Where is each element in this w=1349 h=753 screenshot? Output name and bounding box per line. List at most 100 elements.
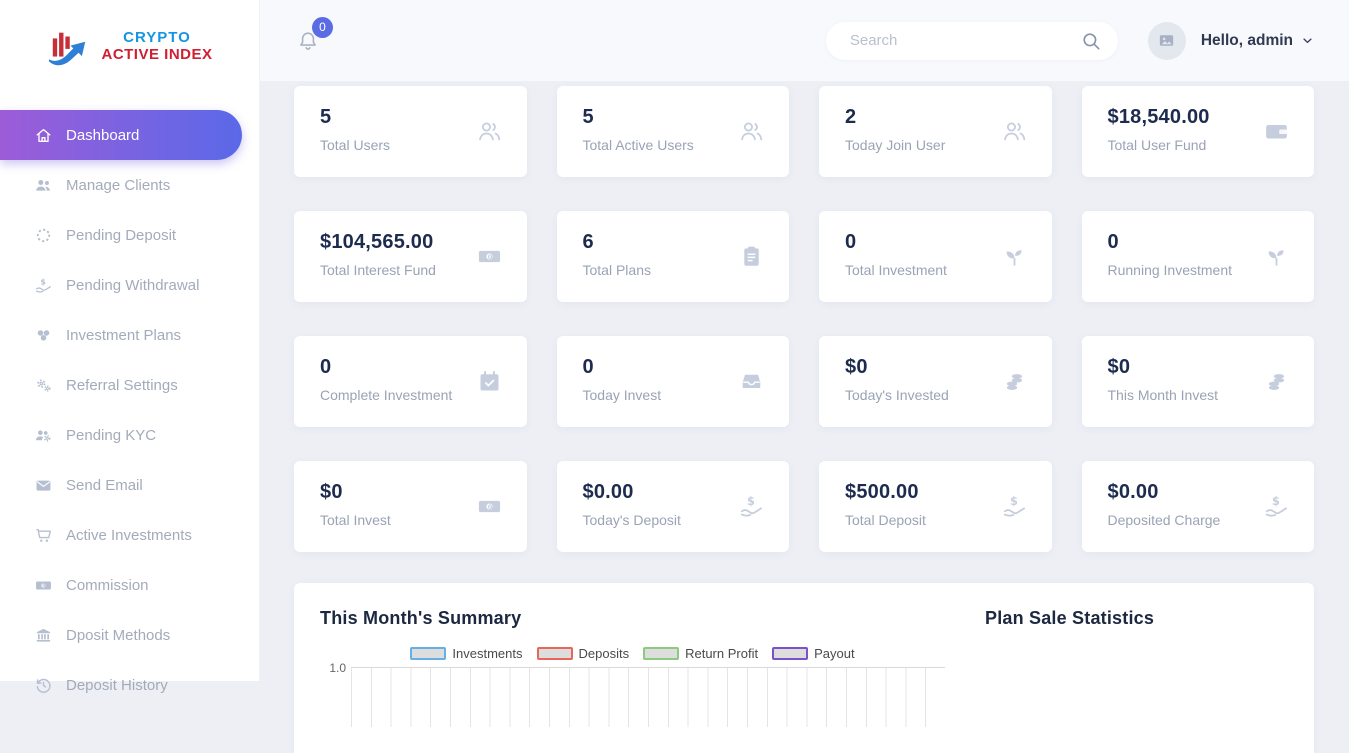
stat-card-today-join-user: 2 Today Join User bbox=[819, 86, 1052, 177]
sidebar-item-pending-withdrawal[interactable]: $ Pending Withdrawal bbox=[0, 260, 259, 310]
stat-value: $0.00 bbox=[582, 481, 634, 503]
topbar: 0 Hello, admin bbox=[260, 0, 1349, 81]
sidebar-item-active-investments[interactable]: Active Investments bbox=[0, 510, 259, 560]
stat-card-complete-investment: 0 Complete Investment bbox=[294, 336, 527, 427]
users-solid-icon bbox=[34, 176, 53, 195]
hand-dollar-icon: $ bbox=[738, 493, 765, 520]
users-icon bbox=[738, 118, 765, 145]
plan-statistics-section: Plan Sale Statistics bbox=[985, 608, 1288, 753]
greeting-text: Hello, admin bbox=[1200, 31, 1293, 49]
sidebar-item-commission[interactable]: 0 Commission bbox=[0, 560, 259, 610]
stat-value: 0 bbox=[845, 231, 857, 253]
notifications-bell-icon[interactable]: 0 bbox=[296, 16, 333, 53]
sidebar-item-deposit-history[interactable]: Deposit History bbox=[0, 660, 259, 710]
sidebar-item-label: Commission bbox=[66, 576, 149, 594]
sidebar-item-label: Manage Clients bbox=[66, 176, 171, 194]
cart-icon bbox=[34, 526, 53, 545]
users-icon bbox=[476, 118, 503, 145]
svg-text:$: $ bbox=[747, 495, 755, 508]
summary-chart: 1.0 bbox=[320, 661, 945, 727]
sidebar-item-referral-settings[interactable]: Referral Settings bbox=[0, 360, 259, 410]
gears-icon bbox=[34, 376, 53, 395]
sidebar: CRYPTO ACTIVE INDEX Dashboard Manage Clie… bbox=[0, 0, 260, 694]
stat-card-this-month-invest: $0 This Month Invest bbox=[1081, 336, 1314, 427]
stat-value: 5 bbox=[320, 106, 332, 128]
stat-card-total-deposit: $500.00 Total Deposit $ bbox=[819, 461, 1052, 552]
calendar-check-icon bbox=[476, 368, 503, 395]
legend-item-deposits: Deposits bbox=[536, 646, 629, 661]
main-area: 0 Hello, admin 5 Total Users 5 Total Active… bbox=[260, 0, 1349, 753]
stat-label: Total Interest Fund bbox=[320, 262, 436, 278]
stat-label: Today's Deposit bbox=[582, 512, 681, 528]
brand-logo[interactable]: CRYPTO ACTIVE INDEX bbox=[0, 0, 259, 88]
legend-swatch bbox=[643, 647, 680, 660]
notification-count-badge: 0 bbox=[312, 16, 333, 38]
user-menu[interactable]: Hello, admin bbox=[1201, 32, 1315, 50]
stat-label: Total Invest bbox=[320, 512, 391, 528]
history-icon bbox=[34, 676, 53, 695]
svg-text:0: 0 bbox=[487, 503, 492, 511]
search-icon[interactable] bbox=[1080, 30, 1102, 52]
stat-label: Deposited Charge bbox=[1107, 512, 1221, 528]
stat-value: 0 bbox=[582, 356, 594, 378]
brand-line1: CRYPTO bbox=[123, 29, 191, 47]
home-icon bbox=[34, 126, 53, 145]
stat-value: $0.00 bbox=[1107, 481, 1159, 503]
stat-label: Total User Fund bbox=[1107, 137, 1207, 153]
brand-line2: ACTIVE INDEX bbox=[101, 46, 213, 63]
chart-grid bbox=[351, 667, 945, 727]
chevron-down-icon bbox=[1300, 33, 1315, 48]
sidebar-nav: Dashboard Manage Clients Pending Deposit $ P… bbox=[0, 110, 259, 710]
sidebar-item-manage-clients[interactable]: Manage Clients bbox=[0, 160, 259, 210]
bell-icon bbox=[296, 29, 320, 53]
stat-cards-grid: 5 Total Users 5 Total Active Users 2 Today Jo… bbox=[294, 86, 1314, 552]
sidebar-item-label: Dashboard bbox=[66, 126, 140, 144]
stat-value: 5 bbox=[582, 106, 594, 128]
money-bill-icon: 0 bbox=[476, 493, 503, 520]
bottom-panel: This Month's Summary Investments Deposits… bbox=[294, 583, 1314, 753]
legend-label: Investments bbox=[452, 646, 523, 661]
legend-item-payout: Payout bbox=[772, 646, 855, 661]
stat-value: $0 bbox=[845, 356, 868, 378]
image-placeholder-icon bbox=[1157, 31, 1176, 50]
stat-card-total-invest: $0 Total Invest 0 bbox=[294, 461, 527, 552]
dashboard-content: 5 Total Users 5 Total Active Users 2 Today Jo… bbox=[260, 81, 1349, 753]
stat-value: 0 bbox=[320, 356, 332, 378]
sidebar-item-label: Pending Deposit bbox=[66, 226, 177, 244]
svg-text:$: $ bbox=[40, 277, 46, 286]
stat-card-total-user-fund: $18,540.00 Total User Fund bbox=[1081, 86, 1314, 177]
bank-icon bbox=[34, 626, 53, 645]
seedling-icon bbox=[1001, 243, 1028, 270]
legend-swatch bbox=[536, 647, 573, 660]
month-summary-title: This Month's Summary bbox=[320, 608, 522, 628]
avatar[interactable] bbox=[1147, 21, 1186, 60]
stat-value: $500.00 bbox=[845, 481, 919, 503]
sidebar-item-label: Active Investments bbox=[66, 526, 192, 544]
stat-card-total-users: 5 Total Users bbox=[294, 86, 527, 177]
sidebar-item-pending-kyc[interactable]: Pending KYC bbox=[0, 410, 259, 460]
search-input[interactable] bbox=[825, 21, 1118, 60]
legend-item-investments: Investments bbox=[410, 646, 523, 661]
stat-value: 2 bbox=[845, 106, 857, 128]
spinner-icon bbox=[34, 226, 53, 245]
stat-value: 6 bbox=[582, 231, 594, 253]
y-axis-tick: 1.0 bbox=[329, 661, 346, 675]
seedling-icon bbox=[1263, 243, 1290, 270]
sidebar-item-label: Pending KYC bbox=[66, 426, 157, 444]
sidebar-item-dashboard[interactable]: Dashboard bbox=[0, 110, 242, 160]
stat-value: 0 bbox=[1107, 231, 1119, 253]
legend-label: Payout bbox=[814, 646, 855, 661]
sidebar-item-pending-deposit[interactable]: Pending Deposit bbox=[0, 210, 259, 260]
legend-item-return-profit: Return Profit bbox=[643, 646, 758, 661]
users-icon bbox=[1001, 118, 1028, 145]
sidebar-item-send-email[interactable]: Send Email bbox=[0, 460, 259, 510]
svg-text:$: $ bbox=[1010, 495, 1018, 508]
stat-label: Total Active Users bbox=[582, 137, 694, 153]
sidebar-item-dposit-methods[interactable]: Dposit Methods bbox=[0, 610, 259, 660]
sidebar-item-investment-plans[interactable]: Investment Plans bbox=[0, 310, 259, 360]
stat-card-today-s-invested: $0 Today's Invested bbox=[819, 336, 1052, 427]
coins-stack-icon bbox=[1001, 368, 1028, 395]
stat-value: $0 bbox=[320, 481, 343, 503]
stat-card-total-active-users: 5 Total Active Users bbox=[556, 86, 789, 177]
search-box bbox=[825, 21, 1118, 60]
